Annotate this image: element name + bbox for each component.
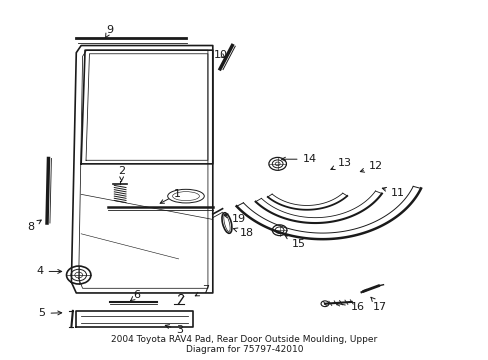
Text: 2004 Toyota RAV4 Pad, Rear Door Outside Moulding, Upper
Diagram for 75797-42010: 2004 Toyota RAV4 Pad, Rear Door Outside … — [111, 334, 377, 354]
Text: 9: 9 — [105, 25, 113, 38]
Text: 18: 18 — [233, 228, 253, 238]
Text: 10: 10 — [214, 50, 228, 60]
Text: 15: 15 — [285, 235, 305, 249]
Text: 11: 11 — [382, 188, 404, 198]
Text: 17: 17 — [370, 297, 386, 312]
Text: 3: 3 — [165, 325, 183, 335]
Text: 12: 12 — [360, 161, 382, 172]
Text: 5: 5 — [39, 309, 61, 318]
Text: 13: 13 — [330, 158, 351, 170]
Text: 19: 19 — [224, 214, 246, 224]
Text: 2: 2 — [118, 166, 125, 181]
Text: 16: 16 — [335, 302, 364, 312]
Text: 7: 7 — [195, 285, 209, 296]
Circle shape — [321, 301, 328, 307]
Text: 4: 4 — [37, 266, 61, 276]
Text: 8: 8 — [28, 220, 41, 231]
Text: 1: 1 — [160, 189, 181, 203]
Text: 6: 6 — [130, 291, 141, 301]
Text: 14: 14 — [281, 154, 316, 164]
